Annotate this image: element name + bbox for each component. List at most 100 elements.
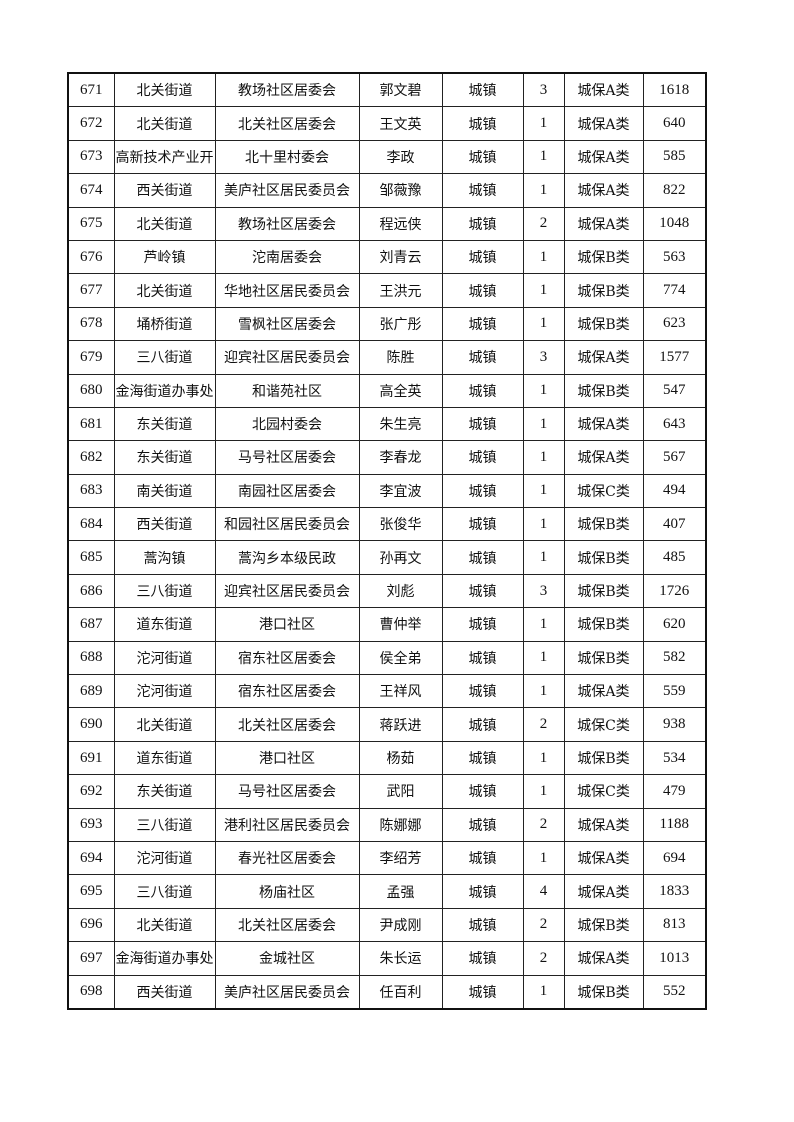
name-cell: 郭文碧: [358, 72, 443, 108]
community-cell: 北关社区居委会: [214, 907, 360, 943]
name-cell: 武阳: [358, 774, 443, 809]
name-cell: 王祥风: [358, 674, 443, 709]
name-cell: 高全英: [358, 373, 443, 408]
street-cell: 北关街道: [113, 72, 216, 108]
name-cell: 曹仲举: [358, 607, 443, 642]
name-cell: 孙再文: [358, 540, 443, 575]
table-row: 693 三八街道 港利社区居民委员会 陈娜娜 城镇 2 城保A类 1188: [67, 807, 707, 842]
street-cell: 东关街道: [113, 406, 216, 442]
row-number-cell: 678: [67, 306, 115, 342]
table-row: 671 北关街道 教场社区居委会 郭文碧 城镇 3 城保A类 1618: [67, 72, 707, 108]
member-count-cell: 1: [522, 273, 565, 308]
row-number-cell: 696: [67, 907, 115, 943]
community-cell: 雪枫社区居委会: [214, 306, 360, 342]
household-type-cell: 城镇: [441, 640, 524, 676]
amount-cell: 1618: [642, 72, 707, 108]
amount-cell: 552: [642, 974, 707, 1010]
household-type-cell: 城镇: [441, 740, 524, 776]
insurance-category-cell: 城保A类: [563, 440, 644, 475]
household-type-cell: 城镇: [441, 540, 524, 575]
member-count-cell: 1: [522, 740, 565, 776]
insurance-category-cell: 城保A类: [563, 674, 644, 709]
household-type-cell: 城镇: [441, 507, 524, 542]
table-row: 689 沱河街道 宿东社区居委会 王祥风 城镇 1 城保A类 559: [67, 674, 707, 709]
insurance-category-cell: 城保B类: [563, 607, 644, 642]
household-type-cell: 城镇: [441, 707, 524, 742]
amount-cell: 813: [642, 907, 707, 943]
street-cell: 西关街道: [113, 507, 216, 542]
community-cell: 宿东社区居委会: [214, 674, 360, 709]
data-table: 671 北关街道 教场社区居委会 郭文碧 城镇 3 城保A类 1618 672 北关街道 北关社区居…: [67, 72, 707, 1010]
name-cell: 邹薇豫: [358, 173, 443, 208]
member-count-cell: 1: [522, 607, 565, 642]
member-count-cell: 1: [522, 774, 565, 809]
household-type-cell: 城镇: [441, 807, 524, 842]
street-cell: 西关街道: [113, 173, 216, 208]
member-count-cell: 1: [522, 674, 565, 709]
household-type-cell: 城镇: [441, 173, 524, 208]
community-cell: 北十里村委会: [214, 139, 360, 175]
member-count-cell: 1: [522, 507, 565, 542]
row-number-cell: 689: [67, 674, 115, 709]
amount-cell: 938: [642, 707, 707, 742]
row-number-cell: 683: [67, 473, 115, 509]
table-row: 695 三八街道 杨庙社区 孟强 城镇 4 城保A类 1833: [67, 874, 707, 909]
member-count-cell: 1: [522, 974, 565, 1010]
amount-cell: 567: [642, 440, 707, 475]
row-number-cell: 690: [67, 707, 115, 742]
household-type-cell: 城镇: [441, 406, 524, 442]
member-count-cell: 1: [522, 139, 565, 175]
street-cell: 三八街道: [113, 573, 216, 609]
insurance-category-cell: 城保A类: [563, 106, 644, 141]
member-count-cell: 1: [522, 373, 565, 408]
street-cell: 沱河街道: [113, 640, 216, 676]
insurance-category-cell: 城保A类: [563, 206, 644, 241]
household-type-cell: 城镇: [441, 273, 524, 308]
member-count-cell: 1: [522, 406, 565, 442]
member-count-cell: 3: [522, 573, 565, 609]
table-row: 692 东关街道 马号社区居委会 武阳 城镇 1 城保C类 479: [67, 774, 707, 809]
household-type-cell: 城镇: [441, 874, 524, 909]
street-cell: 道东街道: [113, 740, 216, 776]
table-row: 676 芦岭镇 沱南居委会 刘青云 城镇 1 城保B类 563: [67, 239, 707, 275]
table-row: 690 北关街道 北关社区居委会 蒋跃进 城镇 2 城保C类 938: [67, 707, 707, 742]
community-cell: 北关社区居委会: [214, 106, 360, 141]
household-type-cell: 城镇: [441, 573, 524, 609]
table-row: 672 北关街道 北关社区居委会 王文英 城镇 1 城保A类 640: [67, 106, 707, 141]
member-count-cell: 1: [522, 239, 565, 275]
row-number-cell: 676: [67, 239, 115, 275]
row-number-cell: 671: [67, 72, 115, 108]
table-row: 683 南关街道 南园社区居委会 李宜波 城镇 1 城保C类 494: [67, 473, 707, 509]
amount-cell: 1013: [642, 941, 707, 976]
amount-cell: 407: [642, 507, 707, 542]
household-type-cell: 城镇: [441, 206, 524, 241]
row-number-cell: 698: [67, 974, 115, 1010]
community-cell: 宿东社区居委会: [214, 640, 360, 676]
row-number-cell: 686: [67, 573, 115, 609]
community-cell: 港口社区: [214, 607, 360, 642]
amount-cell: 640: [642, 106, 707, 141]
table-row: 684 西关街道 和园社区居民委员会 张俊华 城镇 1 城保B类 407: [67, 507, 707, 542]
table-row: 673 高新技术产业开 北十里村委会 李政 城镇 1 城保A类 585: [67, 139, 707, 175]
community-cell: 和园社区居民委员会: [214, 507, 360, 542]
community-cell: 迎宾社区居民委员会: [214, 573, 360, 609]
household-type-cell: 城镇: [441, 974, 524, 1010]
household-type-cell: 城镇: [441, 306, 524, 342]
street-cell: 三八街道: [113, 340, 216, 375]
table-row: 698 西关街道 美庐社区居民委员会 任百利 城镇 1 城保B类 552: [67, 974, 707, 1010]
name-cell: 程远侠: [358, 206, 443, 241]
row-number-cell: 675: [67, 206, 115, 241]
amount-cell: 623: [642, 306, 707, 342]
household-type-cell: 城镇: [441, 373, 524, 408]
amount-cell: 694: [642, 840, 707, 876]
community-cell: 和谐苑社区: [214, 373, 360, 408]
community-cell: 杨庙社区: [214, 874, 360, 909]
insurance-category-cell: 城保B类: [563, 306, 644, 342]
amount-cell: 1048: [642, 206, 707, 241]
table-row: 686 三八街道 迎宾社区居民委员会 刘彪 城镇 3 城保B类 1726: [67, 573, 707, 609]
community-cell: 北关社区居委会: [214, 707, 360, 742]
table-row: 691 道东街道 港口社区 杨茹 城镇 1 城保B类 534: [67, 740, 707, 776]
community-cell: 港利社区居民委员会: [214, 807, 360, 842]
row-number-cell: 692: [67, 774, 115, 809]
amount-cell: 494: [642, 473, 707, 509]
